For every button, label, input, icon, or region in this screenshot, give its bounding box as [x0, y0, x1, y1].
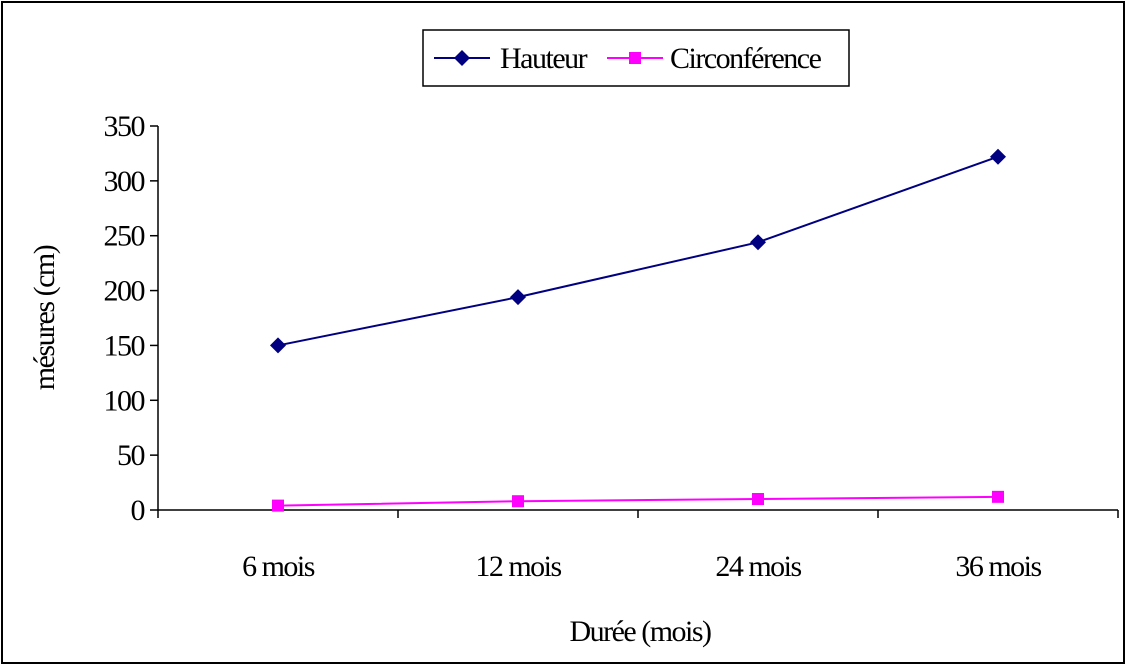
series-layer: [270, 148, 1006, 512]
data-point-diamond: [750, 234, 766, 251]
series-diamond: [270, 148, 1006, 354]
legend: Hauteur Circonférence: [422, 29, 850, 87]
legend-label: Circonférence: [670, 42, 822, 75]
data-point-square: [272, 499, 284, 512]
legend-marker-square: [629, 52, 641, 64]
y-tick-label: 350: [104, 110, 145, 143]
x-tick-label: 24 mois: [715, 550, 801, 583]
y-tick-label: 50: [117, 439, 145, 472]
data-point-diamond: [990, 148, 1006, 165]
legend-item: Hauteur: [434, 42, 589, 75]
data-point-square: [992, 490, 1004, 503]
y-tick-label: 0: [131, 494, 145, 527]
y-tick-label: 300: [104, 165, 145, 198]
legend-item: Circonférence: [607, 42, 823, 75]
x-tick-label: 12 mois: [475, 550, 561, 583]
legend-marker-diamond: [454, 50, 470, 66]
data-point-square: [512, 495, 524, 508]
data-point-diamond: [270, 337, 286, 354]
x-axis-title: Durée (mois): [569, 615, 711, 648]
data-point-diamond: [510, 289, 526, 306]
y-axis-title: mésures (cm): [28, 245, 61, 390]
x-tick-label: 6 mois: [242, 550, 315, 583]
y-tick-label: 100: [104, 384, 145, 417]
series-line: [277, 495, 999, 507]
series-line: [277, 155, 999, 347]
axes: 0 50 100 150 200 250 300 350 6 mois 12 mois 24 moi…: [104, 110, 1119, 583]
y-tick-label: 200: [104, 275, 145, 308]
x-tick-label: 36 mois: [955, 550, 1041, 583]
series-square: [272, 490, 1004, 512]
y-tick-label: 250: [104, 220, 145, 253]
legend-label: Hauteur: [500, 42, 588, 75]
y-tick-label: 150: [104, 329, 145, 362]
data-point-square: [752, 493, 764, 506]
